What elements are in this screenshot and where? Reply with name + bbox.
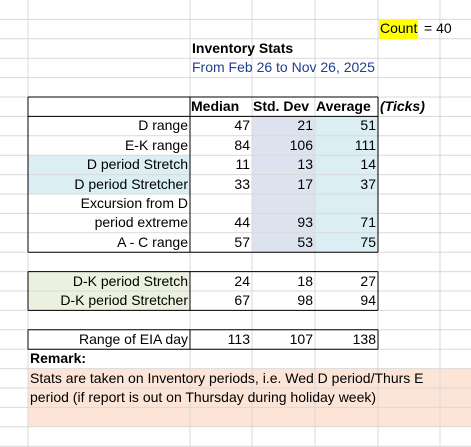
remark-line: Stats are taken on Inventory periods, i.…	[30, 369, 424, 386]
column-header: Median	[191, 98, 240, 114]
value-cell: 14	[360, 156, 376, 173]
value-cell: 57	[234, 233, 250, 250]
cell-fill	[252, 116, 315, 253]
unit-label: (Ticks)	[380, 98, 425, 114]
value-cell: 84	[234, 136, 250, 153]
value-cell: 21	[297, 117, 313, 134]
value-cell: 51	[360, 117, 376, 134]
sheet-title: Inventory Stats	[192, 39, 294, 56]
value-cell: 113	[227, 330, 250, 347]
row-label: D period Stretcher	[74, 175, 188, 192]
value-cell: 44	[234, 214, 250, 231]
value-cell: 27	[360, 272, 376, 289]
value-cell: 37	[360, 175, 376, 192]
value-cell: 111	[354, 136, 376, 153]
row-label: A - C range	[117, 233, 188, 250]
count-label: Count	[379, 19, 419, 39]
row-label: Range of EIA day	[79, 330, 188, 347]
row-label: E-K range	[124, 136, 188, 153]
value-cell: 24	[234, 272, 250, 289]
value-cell: 67	[234, 292, 250, 308]
row-label: period extreme	[94, 214, 188, 231]
value-cell: 13	[297, 156, 313, 173]
column-header: Std. Dev	[253, 98, 310, 114]
value-cell: 18	[297, 272, 313, 289]
row-label: D-K period Stretcher	[60, 292, 188, 308]
sheet-subtitle: From Feb 26 to Nov 26, 2025	[192, 59, 375, 76]
remark-title: Remark:	[30, 350, 87, 367]
value-cell: 47	[234, 117, 250, 134]
value-cell: 17	[297, 175, 313, 192]
value-cell: 98	[297, 292, 313, 308]
remark-line: period (if report is out on Thursday dur…	[30, 389, 377, 405]
value-cell: 106	[289, 136, 313, 153]
value-cell: 71	[360, 214, 376, 231]
count-value: = 40	[424, 20, 452, 37]
column-header: Average	[316, 98, 371, 114]
row-label: D range	[138, 117, 188, 134]
value-cell: 107	[289, 330, 313, 347]
value-cell: 75	[360, 233, 376, 250]
value-cell: 93	[297, 214, 313, 231]
row-label: D period Stretch	[86, 156, 188, 173]
value-cell: 11	[235, 156, 250, 173]
row-label: D-K period Stretch	[72, 272, 188, 289]
cell-fill	[315, 116, 378, 253]
value-cell: 33	[234, 175, 250, 192]
value-cell: 138	[352, 330, 376, 347]
value-cell: 53	[297, 233, 313, 250]
row-label: Excursion from D	[80, 195, 188, 211]
value-cell: 94	[360, 292, 376, 308]
cell-fill	[28, 368, 471, 427]
